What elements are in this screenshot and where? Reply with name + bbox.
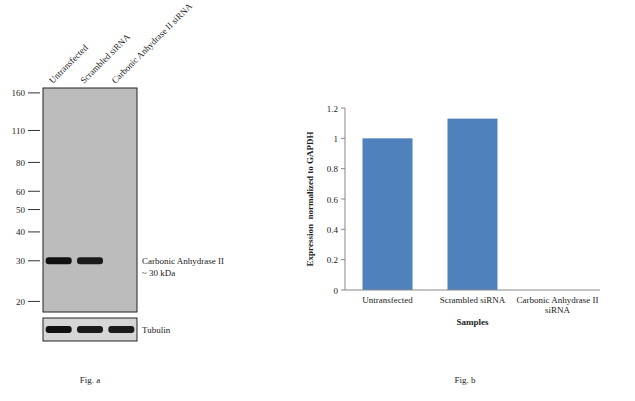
caption: Fig. a [80, 375, 101, 385]
band-label: ~ 30 kDa [142, 268, 175, 278]
bands [46, 257, 135, 264]
band [108, 257, 134, 264]
band-label: Carbonic Anhydrase II [142, 256, 224, 266]
y-tick-label: 0.6 [327, 195, 339, 205]
y-tick [341, 259, 345, 260]
band [77, 326, 103, 333]
caption: Fig. b [454, 375, 476, 385]
y-tick [341, 229, 345, 230]
marker-tick [28, 191, 40, 192]
y-tick [341, 108, 345, 109]
y-tick-label: 1 [334, 134, 339, 144]
marker-label: 40 [16, 227, 26, 237]
band [46, 257, 72, 264]
marker-label: 160 [12, 88, 26, 98]
marker-label: 110 [12, 126, 26, 136]
marker-label: 50 [16, 205, 26, 215]
marker-label: 20 [16, 297, 26, 307]
marker-tick [28, 92, 40, 93]
marker-tick [28, 162, 40, 163]
x-axis-title: Samples [456, 317, 489, 327]
bar [363, 138, 413, 290]
band [46, 326, 72, 333]
x-axis [345, 290, 600, 291]
marker-tick [28, 209, 40, 210]
band [108, 326, 134, 333]
loading-label: Tubulin [142, 325, 171, 335]
bars [363, 119, 498, 290]
y-axis-title: Expression normalized to GAPDH [305, 132, 315, 267]
y-tick-label: 1.2 [327, 104, 338, 114]
bar [448, 119, 498, 290]
marker-label: 30 [16, 256, 26, 266]
y-tick [341, 168, 345, 169]
background [0, 0, 635, 401]
marker-tick [28, 301, 40, 302]
marker-tick [28, 260, 40, 261]
y-tick-label: 0.2 [327, 255, 338, 265]
y-tick-label: 0.8 [327, 164, 339, 174]
y-tick [341, 290, 345, 291]
marker-label: 80 [16, 158, 26, 168]
x-tick-label: Untransfected [362, 295, 413, 305]
blot-panel [43, 88, 137, 312]
figure: 160 110 80 60 50 40 30 20 Untransfected Scrambled… [0, 0, 635, 401]
loading-panel [43, 318, 137, 341]
y-tick [341, 199, 345, 200]
x-tick-label: Carbonic Anhydrase IIsiRNA [517, 295, 599, 315]
marker-label: 60 [16, 187, 26, 197]
y-tick-label: 0.4 [327, 225, 339, 235]
y-tick [341, 138, 345, 139]
lane-label: Carbonic Anhydrase II siRNA [110, 1, 195, 86]
band [77, 257, 103, 264]
marker-tick [28, 130, 40, 131]
y-tick-label: 0 [334, 286, 339, 296]
marker-tick [28, 231, 40, 232]
x-tick-label: Scrambled siRNA [440, 295, 506, 305]
